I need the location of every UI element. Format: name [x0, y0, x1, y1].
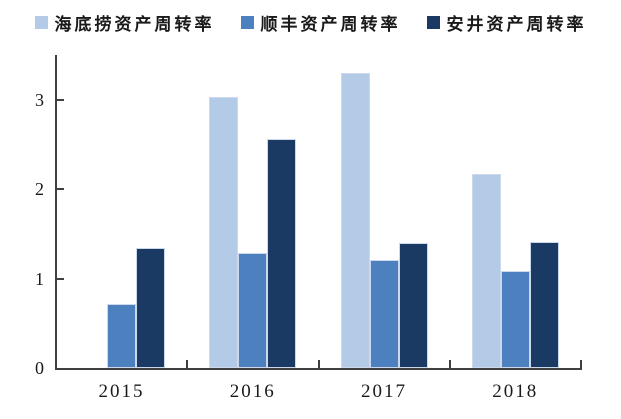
- bar-2018-s0: [471, 173, 501, 368]
- x-tick-mark: [317, 360, 320, 368]
- bar-2018-s2: [529, 241, 559, 368]
- x-tick-label: 2015: [98, 381, 145, 402]
- legend-label: 海底捞资产周转率: [54, 15, 215, 34]
- x-tick-label: 2017: [361, 381, 407, 402]
- y-tick-label: 0: [35, 358, 44, 378]
- bar-2016-s1: [238, 252, 268, 368]
- y-tick-mark: [57, 277, 64, 280]
- legend-item: 安井资产周转率: [426, 10, 587, 35]
- legend-swatch-icon: [34, 16, 48, 29]
- bar-2017-s0: [340, 72, 370, 368]
- bar-2015-s1: [107, 303, 137, 368]
- bar-2015-s2: [136, 248, 166, 368]
- x-tick-mark: [448, 360, 451, 368]
- bar-2017-s1: [369, 259, 399, 368]
- y-tick-label: 3: [35, 89, 44, 110]
- y-tick-label: 1: [35, 268, 44, 289]
- x-axis-line: [55, 368, 582, 370]
- x-tick-label: 2016: [229, 381, 276, 402]
- bar-2016-s2: [267, 139, 297, 368]
- y-tick-label: 2: [35, 179, 44, 200]
- legend-item: 海底捞资产周转率: [34, 10, 215, 35]
- legend-label: 安井资产周转率: [446, 15, 587, 34]
- x-tick-label: 2018: [492, 381, 539, 402]
- x-tick-mark: [580, 360, 582, 368]
- bar-2018-s1: [500, 271, 530, 368]
- legend-swatch-icon: [426, 16, 440, 29]
- legend-label: 顺丰资产周转率: [260, 15, 401, 34]
- x-tick-mark: [186, 360, 189, 368]
- y-axis-line: [55, 55, 57, 370]
- legend-item: 顺丰资产周转率: [240, 10, 401, 35]
- chart-legend: 海底捞资产周转率 顺丰资产周转率 安井资产周转率: [0, 10, 621, 35]
- bar-2016-s0: [209, 97, 239, 368]
- y-tick-mark: [57, 98, 64, 101]
- legend-swatch-icon: [240, 16, 254, 29]
- bar-2017-s2: [398, 242, 428, 368]
- y-tick-mark: [57, 188, 64, 191]
